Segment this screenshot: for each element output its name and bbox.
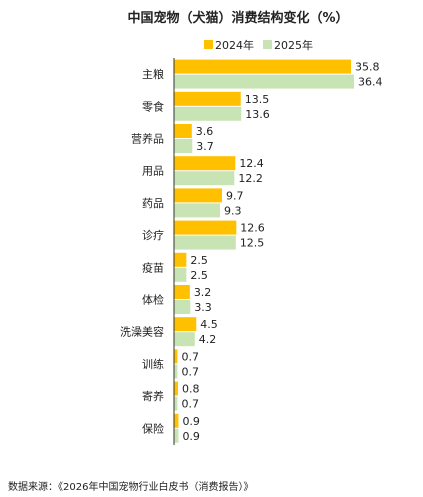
bar-2025: [174, 203, 220, 218]
value-label: 3.6: [196, 125, 214, 138]
value-labels: 35.8 36.4 13.5 13.6 3.6 3.7 12.4 12.2 9.7 9.3 12.6…: [181, 61, 382, 443]
bar-2024: [174, 220, 237, 235]
bar-2025: [174, 171, 235, 186]
category-label: 用品: [142, 165, 164, 178]
bar-2024: [174, 188, 222, 203]
value-label: 0.9: [182, 415, 200, 428]
category-label: 训练: [142, 357, 164, 371]
category-label: 零食: [142, 99, 164, 113]
bar-2025: [174, 267, 187, 282]
bar-2025: [174, 428, 179, 443]
category-label: 洗澡美容: [120, 325, 164, 339]
bar-2024: [174, 59, 352, 74]
value-label: 4.5: [200, 318, 218, 331]
bar-2024: [174, 413, 179, 428]
value-label: 0.7: [181, 350, 199, 363]
value-label: 9.3: [224, 204, 242, 217]
value-label: 12.5: [240, 237, 264, 250]
value-label: 2.5: [190, 269, 208, 282]
value-label: 35.8: [355, 61, 380, 74]
value-label: 12.6: [240, 222, 264, 235]
value-label: 0.7: [181, 398, 199, 411]
value-label: 13.5: [245, 93, 270, 106]
bar-2025: [174, 364, 178, 379]
bar-2024: [174, 91, 241, 106]
category-label: 诊疗: [142, 228, 164, 242]
value-label: 9.7: [226, 189, 244, 202]
bar-2024: [174, 252, 187, 267]
bar-2025: [174, 396, 178, 411]
legend: 2024年 2025年: [204, 38, 313, 52]
value-label: 0.8: [182, 383, 200, 396]
bar-2024: [174, 124, 192, 138]
value-label: 12.4: [239, 157, 263, 170]
bar-2024: [174, 317, 197, 332]
bars-group: [174, 59, 354, 443]
bar-2025: [174, 139, 193, 153]
value-label: 0.7: [181, 365, 199, 378]
bar-2025: [174, 235, 236, 250]
legend-swatch-2024: [204, 40, 213, 49]
category-label: 寄养: [142, 389, 164, 403]
category-label: 体检: [142, 293, 164, 307]
legend-label-2025: 2025年: [274, 38, 313, 52]
category-label: 营养品: [131, 132, 164, 146]
value-label: 4.2: [199, 333, 217, 346]
bar-2024: [174, 349, 178, 364]
bar-2025: [174, 332, 195, 347]
source-note: 数据来源：《2026年中国宠物行业白皮书（消费报告）》: [8, 480, 253, 493]
value-label: 3.7: [196, 140, 214, 153]
category-label: 疫苗: [142, 260, 164, 274]
chart-title: 中国宠物（犬猫）消费结构变化（%）: [127, 10, 348, 26]
category-label: 保险: [142, 421, 164, 435]
bar-2025: [174, 106, 242, 121]
value-label: 13.6: [245, 108, 270, 121]
category-label: 药品: [142, 197, 164, 210]
value-label: 36.4: [358, 76, 383, 89]
value-label: 0.9: [182, 430, 200, 443]
bar-2024: [174, 285, 190, 299]
value-label: 3.3: [194, 301, 212, 314]
bar-2024: [174, 381, 178, 396]
category-label: 主粮: [142, 67, 164, 81]
value-label: 12.2: [238, 172, 262, 185]
bar-2025: [174, 74, 354, 89]
value-label: 2.5: [190, 254, 208, 267]
legend-swatch-2025: [263, 40, 272, 49]
legend-label-2024: 2024年: [215, 38, 254, 52]
bar-2025: [174, 300, 191, 314]
bar-2024: [174, 156, 236, 171]
value-label: 3.2: [194, 286, 212, 299]
